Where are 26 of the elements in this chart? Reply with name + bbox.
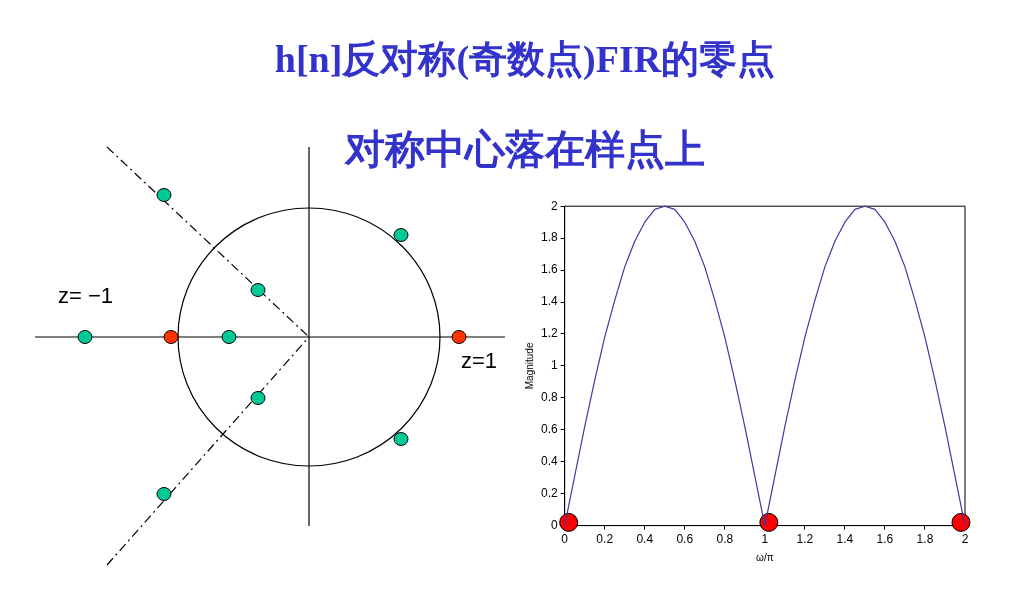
y-tick-label: 1.2 (540, 326, 558, 341)
x-tick-label: 0.6 (676, 532, 694, 547)
y-tick-label: 1 (550, 358, 558, 373)
chart-title: h[n]反对称(奇数点)FIR的零点 (273, 37, 777, 82)
y-tick-label: 0.8 (540, 390, 558, 405)
y-tick-label: 1.4 (540, 294, 558, 309)
y-axis-title: Magnitude (523, 342, 535, 390)
y-tick-label: 1.8 (540, 230, 558, 245)
y-tick-label: 0 (550, 517, 558, 532)
y-tick-label: 0.4 (540, 454, 558, 469)
x-tick-label: 1.2 (796, 532, 814, 547)
x-tick-label: 0 (561, 532, 569, 547)
y-tick-label: 0.2 (540, 485, 558, 500)
y-tick-label: 0.6 (540, 422, 558, 437)
y-tick-label: 1.6 (540, 262, 558, 277)
chart-subtitle: 对称中心落在样点上 (343, 125, 706, 174)
x-tick-label: 0.2 (596, 532, 614, 547)
x-tick-label: 0.8 (716, 532, 734, 547)
x-tick-label: 1.4 (836, 532, 854, 547)
y-tick-label: 2 (550, 198, 558, 213)
x-tick-label: 0.4 (636, 532, 654, 547)
x-axis-title: ω/π (756, 551, 774, 563)
x-tick-label: 1.8 (916, 532, 934, 547)
x-tick-label: 2 (961, 532, 969, 547)
x-tick-label: 1.6 (876, 532, 894, 547)
x-tick-label: 1 (761, 532, 769, 547)
